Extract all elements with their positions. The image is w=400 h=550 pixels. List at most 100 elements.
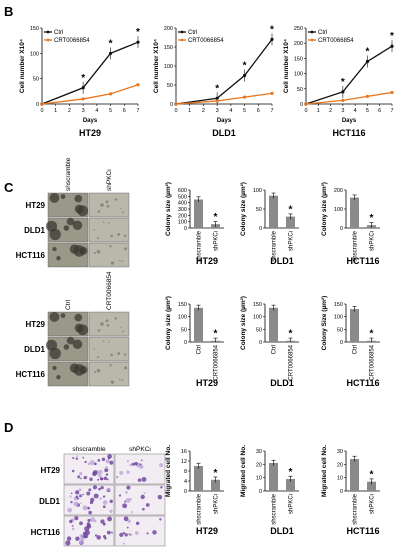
micrograph-texture xyxy=(100,203,104,207)
legend-label-ctrl: Ctrl xyxy=(318,30,327,36)
micrograph-texture xyxy=(69,363,80,373)
micrograph-texture xyxy=(88,488,92,492)
micrograph-texture xyxy=(96,250,101,254)
y-tick-label: 50 xyxy=(167,83,173,89)
x-tick-label: 2 xyxy=(68,108,71,114)
micrograph-texture xyxy=(93,493,99,499)
y-tick-label: 150 xyxy=(30,26,39,32)
micrograph-texture xyxy=(79,472,83,476)
micrograph-texture xyxy=(106,204,110,208)
y-tick-label: 20 xyxy=(337,462,343,468)
micrograph-texture xyxy=(87,518,91,522)
y-tick-label: 0 xyxy=(340,226,343,232)
micrograph-image xyxy=(114,484,166,516)
micrograph-texture xyxy=(87,462,91,466)
micrograph-texture xyxy=(121,379,124,381)
y-tick-label: 150 xyxy=(334,302,343,308)
micrograph-texture xyxy=(139,464,144,469)
micrograph-texture xyxy=(114,198,118,201)
bar-chart-d1: 0 4 8 12 16 shscramble shPKCι * Migrated cell No… xyxy=(165,445,224,536)
y-axis-label: Colony size (µm²) xyxy=(165,182,172,236)
micrograph-texture xyxy=(142,507,145,511)
micrograph-texture xyxy=(74,323,84,333)
micrograph-grid-d: HT29 DLD1 HCT116 shscramble shPKCι xyxy=(31,446,166,547)
micrograph-texture xyxy=(122,542,125,545)
x-tick-label: shPKCι xyxy=(214,230,220,251)
y-tick-label: 10 xyxy=(337,476,343,482)
bar-chart-c2b: 0 50 100 150 Ctrl CRT0066854 * Colony size (µm²… xyxy=(240,296,299,388)
micrograph-texture xyxy=(122,211,125,214)
micrograph-texture xyxy=(75,495,79,499)
micrograph-texture xyxy=(79,365,88,374)
micrograph-texture xyxy=(74,313,83,322)
y-tick-label: 200 xyxy=(294,41,303,47)
micrograph-texture xyxy=(74,194,83,203)
y-axis-label: Colony size (µm²) xyxy=(165,296,172,350)
micrograph-texture xyxy=(159,463,164,468)
micrograph-texture xyxy=(119,470,124,475)
significance-star: * xyxy=(81,73,85,84)
x-tick-label: 3 xyxy=(341,108,344,114)
micrograph-texture xyxy=(126,459,129,463)
chart-title: DLD1 xyxy=(270,378,294,388)
x-tick-label: 0 xyxy=(40,108,43,114)
x-tick-label: Ctrl xyxy=(353,345,359,354)
micrograph-texture xyxy=(108,341,110,343)
bar-chart-c1c: 0 100 200 shscramble shPKCι * Colony size (µm²… xyxy=(321,182,380,266)
y-tick-label: 50 xyxy=(33,77,39,83)
micrograph-texture xyxy=(100,322,104,326)
bar xyxy=(350,309,359,342)
x-tick-label: 4 xyxy=(354,108,357,114)
y-tick-label: 30 xyxy=(337,449,343,455)
y-tick-label: 10 xyxy=(256,476,262,482)
chart-title: DLD1 xyxy=(270,256,294,266)
micrograph-texture xyxy=(99,497,102,500)
y-axis-label: Colony size (µm²) xyxy=(240,296,247,350)
row-label: HCT116 xyxy=(31,528,61,537)
micrograph-texture xyxy=(100,519,105,524)
micrograph-texture xyxy=(82,505,88,511)
micrograph-texture xyxy=(108,222,110,224)
micrograph-texture xyxy=(100,485,104,490)
micrograph-layer: HT29 DLD1 HCT116 shscramble shPKCι HT29 DLD1 HC… xyxy=(16,157,166,547)
micrograph-texture xyxy=(75,490,80,495)
micrograph-texture xyxy=(110,261,115,265)
micrograph-texture xyxy=(65,540,71,546)
x-tick-label: 4 xyxy=(95,108,98,114)
legend-marker-treatment xyxy=(310,38,314,42)
micrograph-texture xyxy=(130,511,133,514)
micrograph-texture xyxy=(67,507,73,513)
micrograph-texture xyxy=(129,463,133,467)
x-tick-label: CRT0066854 xyxy=(289,344,295,380)
significance-star: * xyxy=(109,38,113,49)
row-label: DLD1 xyxy=(24,345,45,354)
significance-star: * xyxy=(289,329,293,340)
micrograph-texture xyxy=(93,519,97,523)
x-tick-label: Ctrl xyxy=(272,345,278,354)
micrograph-texture xyxy=(71,527,75,531)
x-tick-label: shPKCι xyxy=(289,230,295,251)
micrograph-texture xyxy=(126,485,131,490)
micrograph-texture xyxy=(70,492,73,495)
bar xyxy=(211,479,220,491)
x-tick-label: 4 xyxy=(229,108,232,114)
micrograph-texture xyxy=(82,456,85,459)
x-tick-label: 5 xyxy=(366,108,369,114)
micrograph-texture xyxy=(60,194,66,199)
legend-label-ctrl: Ctrl xyxy=(54,30,63,36)
micrograph-texture xyxy=(107,487,111,492)
data-point xyxy=(341,98,345,102)
y-axis-label: Migrated cell No. xyxy=(165,445,172,497)
y-tick-label: 0 xyxy=(36,102,39,108)
micrograph-texture xyxy=(104,468,109,473)
y-tick-label: 50 xyxy=(256,207,262,213)
micrograph-texture xyxy=(126,470,130,474)
data-point xyxy=(81,97,85,101)
y-tick-label: 0 xyxy=(259,489,262,495)
column-label: shPKCι xyxy=(129,446,151,453)
chart-title: HCT116 xyxy=(346,378,379,388)
y-tick-label: 100 xyxy=(164,64,173,70)
micrograph-texture xyxy=(49,228,61,241)
x-tick-label: CRT0066854 xyxy=(370,344,376,380)
x-tick-label: 1 xyxy=(188,108,191,114)
